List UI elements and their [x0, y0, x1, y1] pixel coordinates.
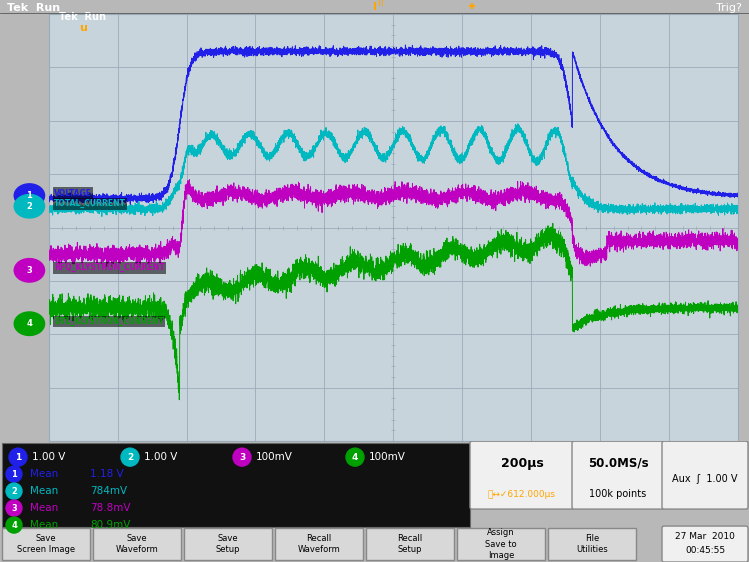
FancyBboxPatch shape — [662, 526, 748, 562]
Text: 1: 1 — [11, 470, 17, 479]
Text: 1.00 V: 1.00 V — [144, 452, 178, 462]
Circle shape — [346, 448, 364, 466]
Text: 00:45:55: 00:45:55 — [685, 546, 725, 555]
Text: 3: 3 — [11, 504, 17, 513]
FancyBboxPatch shape — [2, 528, 90, 560]
Text: Mean: Mean — [30, 469, 58, 479]
Text: Mean: Mean — [30, 520, 58, 530]
Text: Mean: Mean — [30, 486, 58, 496]
FancyBboxPatch shape — [470, 441, 574, 509]
Text: 50.0MS/s: 50.0MS/s — [588, 457, 649, 470]
Text: 1: 1 — [15, 452, 21, 461]
Text: 3: 3 — [26, 266, 32, 275]
Text: 100k points: 100k points — [589, 489, 646, 499]
Text: ⎕↔✓612.000μs: ⎕↔✓612.000μs — [488, 490, 556, 498]
Text: File
Utilities: File Utilities — [576, 534, 608, 554]
Text: Save
Waveform: Save Waveform — [115, 534, 158, 554]
Text: 2: 2 — [127, 452, 133, 461]
Circle shape — [233, 448, 251, 466]
Text: Recall
Setup: Recall Setup — [398, 534, 422, 554]
FancyBboxPatch shape — [457, 528, 545, 560]
Text: TOTAL_CURRENT: TOTAL_CURRENT — [54, 200, 126, 209]
Circle shape — [6, 500, 22, 516]
Circle shape — [6, 466, 22, 482]
Circle shape — [14, 184, 44, 207]
Text: 2: 2 — [26, 202, 32, 211]
Text: 27 Mar  2010: 27 Mar 2010 — [675, 532, 735, 541]
Circle shape — [14, 259, 44, 282]
Text: 1: 1 — [26, 191, 32, 200]
Text: 3: 3 — [239, 452, 245, 461]
Text: Mean: Mean — [30, 503, 58, 513]
Text: 4: 4 — [26, 319, 32, 328]
Text: 80.9mV: 80.9mV — [90, 520, 130, 530]
Text: Tek  Run: Tek Run — [59, 12, 106, 22]
Circle shape — [6, 483, 22, 499]
FancyBboxPatch shape — [93, 528, 181, 560]
FancyBboxPatch shape — [275, 528, 363, 560]
Text: Tek  Run: Tek Run — [7, 3, 61, 13]
Circle shape — [121, 448, 139, 466]
Text: 200μs: 200μs — [500, 457, 543, 470]
Circle shape — [14, 312, 44, 336]
Text: 100mV: 100mV — [369, 452, 406, 462]
Text: 4: 4 — [352, 452, 358, 461]
Text: 1.00 V: 1.00 V — [32, 452, 65, 462]
FancyBboxPatch shape — [572, 441, 664, 509]
Text: 1.18 V: 1.18 V — [90, 469, 124, 479]
Text: II: II — [378, 0, 384, 7]
Text: Assign
Save to
Image: Assign Save to Image — [485, 528, 517, 560]
FancyBboxPatch shape — [2, 443, 470, 527]
Text: 4: 4 — [11, 520, 17, 529]
Text: Save
Screen Image: Save Screen Image — [17, 534, 75, 554]
Circle shape — [14, 194, 44, 218]
Text: u: u — [79, 23, 87, 33]
FancyBboxPatch shape — [184, 528, 272, 560]
FancyBboxPatch shape — [366, 528, 454, 560]
FancyBboxPatch shape — [662, 441, 748, 509]
Circle shape — [6, 517, 22, 533]
FancyBboxPatch shape — [548, 528, 636, 560]
Text: VOLTAGE: VOLTAGE — [54, 189, 92, 198]
Text: Recall
Waveform: Recall Waveform — [297, 534, 340, 554]
Circle shape — [9, 448, 27, 466]
Text: DTL_KLYSTRON_CURRENT: DTL_KLYSTRON_CURRENT — [54, 317, 164, 326]
Text: 2: 2 — [11, 487, 17, 496]
Text: Save
Setup: Save Setup — [216, 534, 240, 554]
Text: RFQ_KLYSTRON_CURRENT: RFQ_KLYSTRON_CURRENT — [54, 264, 165, 273]
Text: Trig?: Trig? — [715, 3, 742, 13]
Text: 78.8mV: 78.8mV — [90, 503, 130, 513]
Text: Aux  ʃ  1.00 V: Aux ʃ 1.00 V — [673, 474, 738, 484]
Text: 784mV: 784mV — [90, 486, 127, 496]
Text: 100mV: 100mV — [256, 452, 293, 462]
